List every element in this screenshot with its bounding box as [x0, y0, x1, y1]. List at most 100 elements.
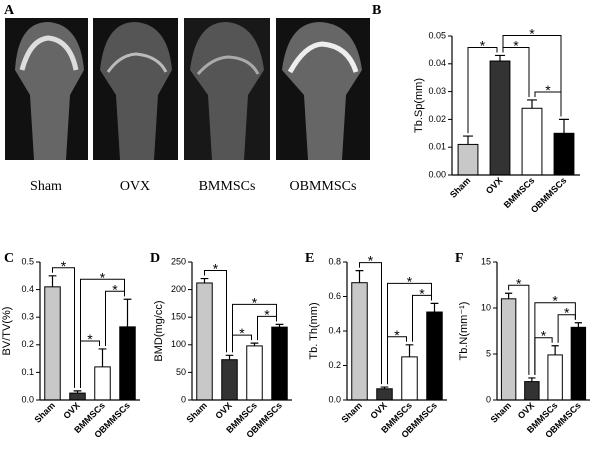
significance-bracket [502, 34, 562, 117]
y-tick-label: 50 [176, 367, 186, 377]
bar [570, 326, 587, 401]
error-bar [527, 99, 537, 109]
significance-label: * [516, 275, 522, 291]
error-bar [250, 342, 259, 346]
bar [69, 392, 86, 401]
error-bar [200, 277, 209, 283]
y-tick-label: 0.0 [21, 394, 34, 404]
bar [376, 388, 393, 401]
significance-bracket [467, 46, 498, 134]
y-tick-label: 0.02 [428, 114, 446, 124]
ct-image [184, 18, 270, 160]
error-bar [528, 377, 536, 382]
bar [426, 311, 443, 401]
error-bar [355, 270, 364, 283]
y-tick-label: 0.2 [21, 339, 34, 349]
image-caption: OBMMSCs [290, 179, 357, 194]
significance-label: * [541, 328, 547, 344]
ct-image [93, 18, 178, 160]
y-tick-label: 0.04 [428, 58, 446, 68]
x-tick-label: OVX [484, 175, 505, 196]
bar [351, 282, 368, 401]
significance-label: * [407, 273, 413, 289]
significance-bracket [52, 267, 75, 388]
bar [196, 282, 213, 401]
significance-label: * [213, 261, 219, 277]
y-tick-label: 0 [181, 394, 186, 404]
error-bar [463, 135, 473, 145]
x-tick-label: Sham [185, 400, 209, 424]
error-bar [574, 322, 582, 328]
y-tick-label: 5 [486, 348, 491, 358]
bar [547, 354, 563, 401]
significance-label: * [252, 294, 258, 310]
y-axis-label: BV/TV(%) [1, 307, 13, 356]
significance-label: * [100, 269, 106, 285]
bar [44, 286, 61, 401]
x-tick-label: OVX [213, 400, 234, 421]
y-tick-label: 150 [171, 312, 186, 322]
significance-label: * [419, 285, 425, 301]
panel-letter: C [4, 251, 14, 266]
x-tick-label: OVX [61, 400, 82, 421]
y-tick-label: 0.6 [328, 291, 341, 301]
significance-label: * [112, 281, 118, 297]
significance-label: * [552, 293, 558, 309]
bar [401, 356, 418, 401]
y-axis-label: Tb.Sp(mm) [413, 78, 425, 133]
error-bar [405, 344, 414, 357]
bar [246, 345, 263, 401]
error-bar [73, 390, 82, 394]
x-tick-label: OVX [368, 400, 389, 421]
bar [521, 107, 543, 176]
significance-bracket [534, 302, 576, 375]
image-caption: Sham [30, 179, 62, 194]
ct-image [276, 18, 370, 160]
x-tick-label: Sham [448, 175, 472, 199]
error-bar [275, 323, 284, 328]
y-tick-label: 0.2 [328, 360, 341, 370]
significance-bracket [387, 282, 432, 385]
significance-label: * [529, 25, 535, 41]
panel-letter: F [455, 251, 464, 266]
image-caption: OVX [120, 179, 150, 194]
bar [271, 326, 288, 401]
panel-letter: A [4, 3, 15, 18]
x-tick-label: Sham [489, 400, 513, 424]
bar [94, 366, 111, 401]
bar [119, 326, 136, 401]
ct-image [5, 18, 88, 160]
y-tick-label: 0.03 [428, 86, 446, 96]
bar [524, 381, 540, 401]
error-bar [505, 292, 513, 299]
bar [489, 60, 511, 176]
significance-label: * [513, 37, 519, 53]
y-tick-label: 15 [481, 256, 491, 266]
bar [553, 132, 575, 176]
error-bar [551, 345, 559, 355]
micro-ct-images [5, 18, 370, 160]
significance-bracket [80, 278, 125, 388]
y-tick-label: 0.8 [328, 256, 341, 266]
panel-letter: B [372, 3, 381, 18]
bar [500, 298, 517, 401]
bar [457, 143, 479, 176]
error-bar [48, 275, 57, 287]
y-axis-label: Tb. Th(mm) [308, 302, 320, 359]
bar [221, 359, 238, 401]
significance-label: * [61, 258, 67, 274]
error-bar [430, 302, 439, 313]
y-tick-label: 0.00 [428, 169, 446, 179]
error-bar [380, 386, 389, 389]
y-tick-label: 100 [171, 339, 186, 349]
y-tick-label: 0 [486, 394, 491, 404]
significance-label: * [264, 306, 270, 322]
y-tick-label: 250 [171, 256, 186, 266]
y-tick-label: 0.05 [428, 30, 446, 40]
y-tick-label: 0.4 [328, 325, 341, 335]
x-tick-label: OVX [516, 400, 537, 421]
significance-label: * [239, 325, 245, 341]
significance-label: * [545, 82, 551, 98]
panel-letter: D [150, 251, 160, 266]
